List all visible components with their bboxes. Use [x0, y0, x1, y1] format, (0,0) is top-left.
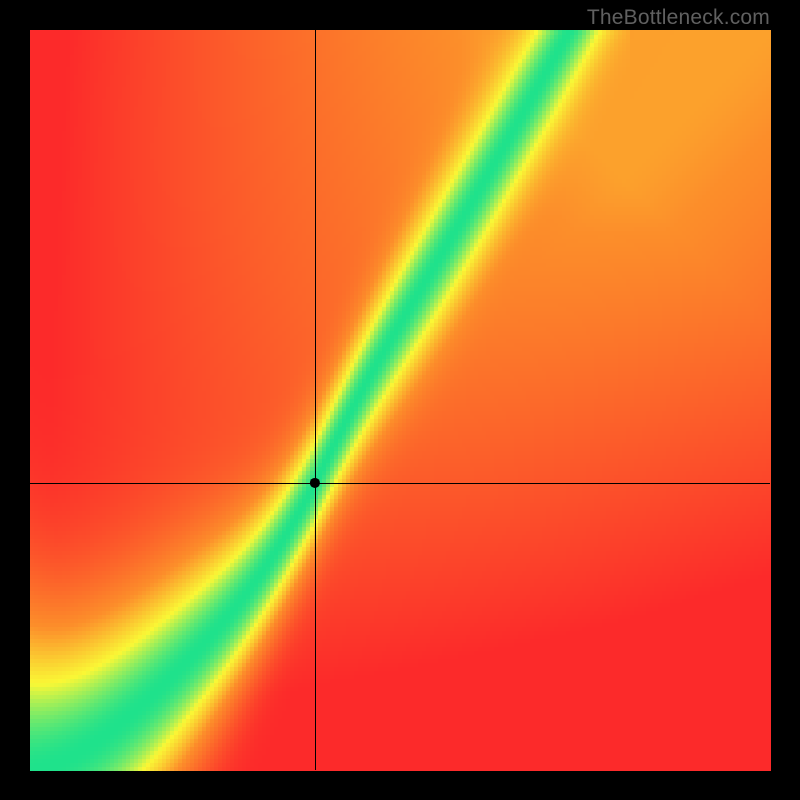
watermark-text: TheBottleneck.com	[587, 6, 770, 30]
chart-container: TheBottleneck.com	[0, 0, 800, 800]
bottleneck-heatmap	[0, 0, 800, 800]
